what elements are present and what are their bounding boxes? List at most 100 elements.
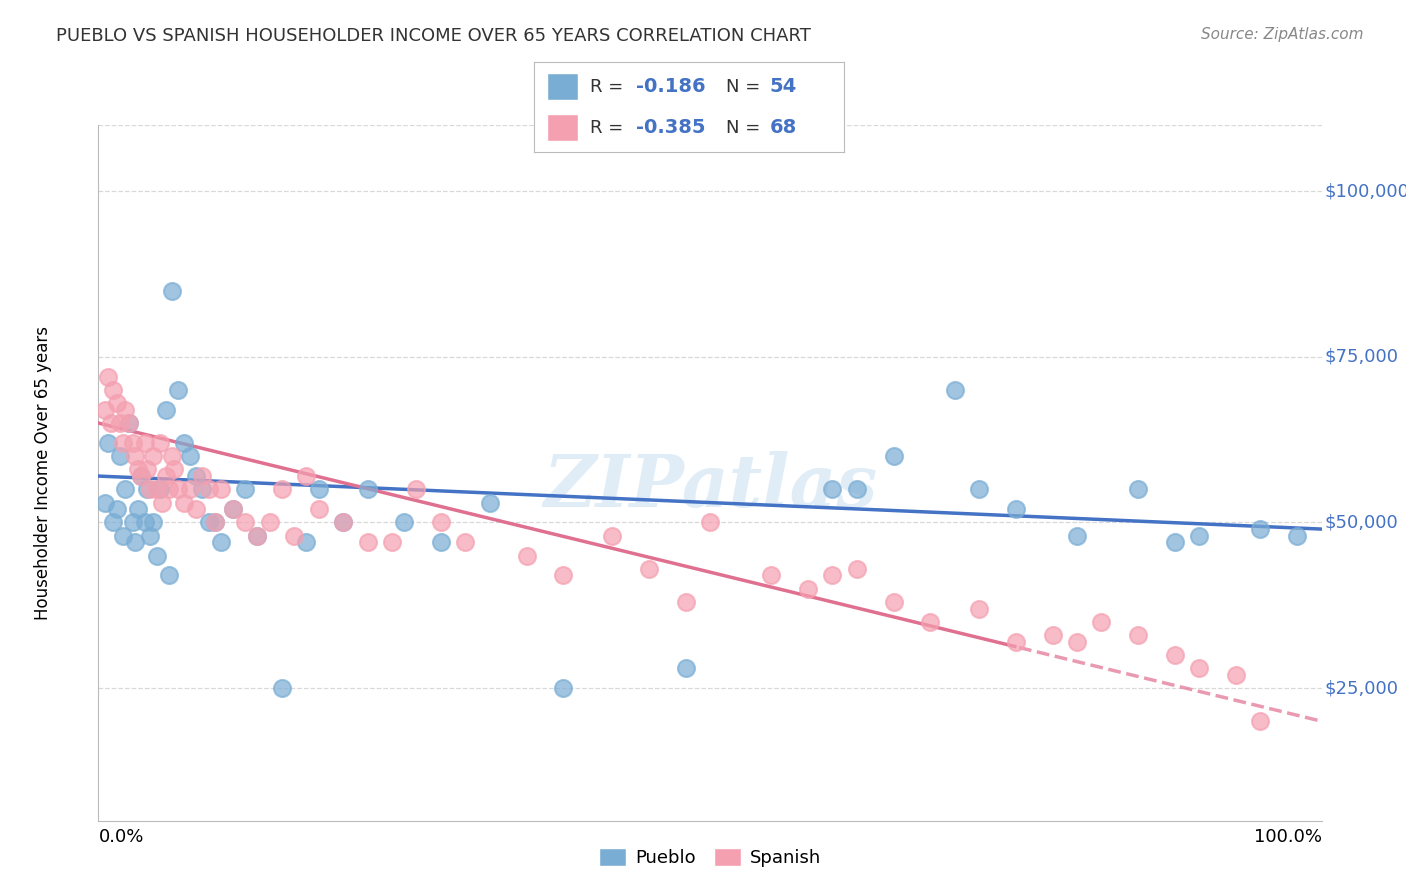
Point [454, 535, 477, 549]
Point [553, 681, 575, 695]
Point [129, 469, 152, 483]
Point [675, 595, 697, 609]
Point [222, 502, 245, 516]
Point [179, 483, 201, 497]
Point [1066, 529, 1088, 543]
Point [136, 483, 159, 497]
Point [155, 402, 177, 417]
Point [1128, 483, 1150, 497]
Point [160, 284, 183, 298]
Text: 68: 68 [769, 118, 797, 137]
Point [270, 681, 294, 695]
Point [101, 383, 124, 397]
Point [139, 483, 162, 497]
Point [845, 483, 868, 497]
Point [134, 516, 156, 530]
Point [150, 495, 173, 509]
Point [515, 549, 537, 563]
Point [173, 495, 195, 509]
Point [1188, 529, 1211, 543]
Point [142, 449, 165, 463]
Text: $100,000: $100,000 [1324, 182, 1406, 200]
Point [191, 469, 214, 483]
Text: $50,000: $50,000 [1324, 514, 1398, 532]
Point [129, 469, 152, 483]
Point [308, 502, 330, 516]
Point [295, 535, 318, 549]
Text: Householder Income Over 65 years: Householder Income Over 65 years [34, 326, 52, 620]
Point [600, 529, 623, 543]
Point [1042, 628, 1064, 642]
Point [845, 562, 868, 576]
Point [146, 549, 169, 563]
Point [222, 502, 245, 516]
Point [1286, 529, 1309, 543]
Point [295, 469, 318, 483]
Point [392, 516, 416, 530]
Point [127, 502, 149, 516]
Point [1225, 668, 1247, 682]
Point [160, 449, 183, 463]
Point [883, 449, 905, 463]
Point [114, 402, 136, 417]
Point [121, 516, 143, 530]
Point [821, 483, 844, 497]
Point [179, 449, 201, 463]
Point [186, 502, 208, 516]
Point [283, 529, 305, 543]
Point [163, 462, 186, 476]
Point [270, 483, 294, 497]
Point [111, 529, 134, 543]
Point [405, 483, 427, 497]
Point [1249, 522, 1271, 536]
Text: N =: N = [725, 119, 766, 136]
Point [197, 483, 219, 497]
Text: 0.0%: 0.0% [98, 828, 143, 846]
Point [97, 369, 120, 384]
Point [1066, 634, 1088, 648]
Point [139, 529, 162, 543]
Point [920, 615, 942, 629]
Point [381, 535, 404, 549]
Point [142, 516, 165, 530]
Point [204, 516, 226, 530]
Point [821, 568, 844, 582]
Point [675, 661, 697, 675]
Point [356, 483, 378, 497]
Point [246, 529, 269, 543]
Point [124, 449, 146, 463]
Point [118, 416, 141, 430]
Text: N =: N = [725, 78, 766, 95]
Point [204, 516, 226, 530]
Text: PUEBLO VS SPANISH HOUSEHOLDER INCOME OVER 65 YEARS CORRELATION CHART: PUEBLO VS SPANISH HOUSEHOLDER INCOME OVE… [56, 27, 811, 45]
Point [97, 436, 120, 450]
Point [967, 483, 990, 497]
Point [105, 396, 128, 410]
Point [118, 416, 141, 430]
Text: R =: R = [591, 119, 628, 136]
Text: -0.186: -0.186 [637, 77, 706, 96]
Point [146, 483, 169, 497]
Point [114, 483, 136, 497]
Point [124, 535, 146, 549]
Point [478, 495, 501, 509]
Point [167, 383, 190, 397]
Text: -0.385: -0.385 [637, 118, 706, 137]
Point [259, 516, 281, 530]
Point [110, 449, 132, 463]
Point [1164, 535, 1187, 549]
Point [637, 562, 661, 576]
Point [1004, 634, 1026, 648]
Point [186, 469, 208, 483]
Point [111, 436, 134, 450]
Point [967, 601, 990, 615]
Text: Source: ZipAtlas.com: Source: ZipAtlas.com [1201, 27, 1364, 42]
Point [356, 535, 378, 549]
Point [1004, 502, 1026, 516]
Point [121, 436, 143, 450]
Point [197, 516, 219, 530]
Point [1128, 628, 1150, 642]
Text: $25,000: $25,000 [1324, 679, 1398, 698]
Point [430, 535, 453, 549]
Point [127, 462, 149, 476]
